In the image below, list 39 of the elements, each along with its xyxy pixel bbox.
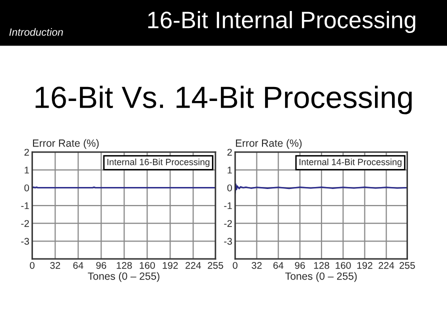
y-axis-title: Error Rate (%)	[236, 139, 302, 149]
y-tick-label: -1	[224, 202, 232, 210]
x-tick-label: 32	[252, 262, 262, 269]
x-tick-label: 128	[116, 262, 132, 269]
x-tick-label: 255	[208, 262, 224, 269]
x-axis-title: Tones (0 – 255)	[285, 272, 357, 282]
x-tick-label: 96	[96, 262, 106, 269]
x-tick-label: 96	[294, 262, 305, 269]
annotation: Internal 14-Bit Processing	[300, 158, 402, 167]
y-tick-label: 0	[24, 184, 30, 192]
y-tick-label: -1	[21, 202, 29, 210]
text: 16-Bit Internal Processing	[148, 10, 416, 34]
x-tick-label: 64	[73, 262, 84, 269]
x-tick-label: 224	[378, 262, 394, 269]
x-tick-label: 32	[50, 262, 60, 269]
x-tick-label: 160	[336, 262, 351, 269]
y-tick-label: -2	[21, 220, 29, 227]
y-tick-label: 1	[24, 166, 29, 174]
x-axis-title: Tones (0 – 255)	[88, 272, 160, 282]
chart-subtitle: 16-Bit Vs. 14-Bit Processing	[36, 86, 412, 114]
y-tick-label: 2	[24, 148, 29, 156]
x-tick-label: 0	[232, 262, 238, 269]
x-tick-label: 192	[357, 262, 372, 269]
y-tick-label: -2	[224, 220, 232, 227]
x-tick-label: 255	[400, 262, 415, 269]
y-axis-title: Error Rate (%)	[33, 139, 99, 149]
y-tick-label: 1	[228, 166, 232, 174]
x-tick-label: 64	[273, 262, 284, 269]
x-tick-label: 224	[186, 262, 201, 269]
x-tick-label: 0	[30, 262, 35, 269]
x-tick-label: 160	[140, 262, 155, 269]
y-tick-label: 2	[227, 148, 232, 156]
x-tick-label: 128	[314, 262, 330, 269]
y-tick-label: -3	[224, 238, 232, 245]
y-tick-label: 0	[227, 184, 232, 192]
text: Introduction	[9, 28, 63, 36]
x-tick-label: 192	[162, 262, 178, 269]
y-tick-label: -3	[21, 238, 29, 245]
annotation: Internal 16-Bit Processing	[107, 158, 210, 167]
